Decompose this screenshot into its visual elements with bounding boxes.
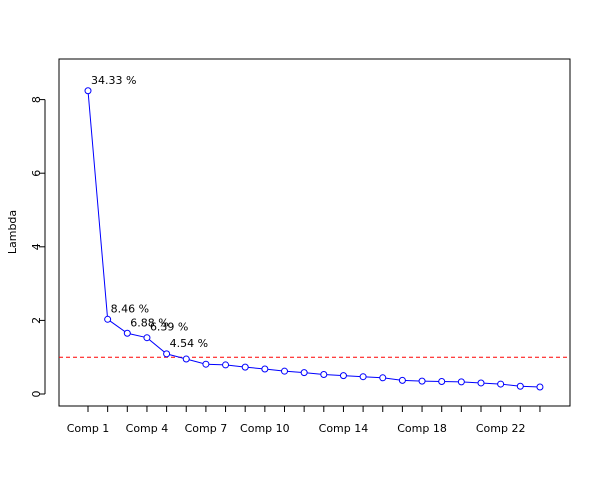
data-point — [438, 377, 446, 385]
series-line — [87, 90, 540, 388]
y-axis: 0 2 4 6 8 — [30, 96, 46, 398]
x-tick-label: Comp 4 — [126, 422, 169, 435]
data-point — [222, 361, 230, 369]
plot-frame — [58, 58, 571, 407]
y-tick-label: 6 — [30, 170, 43, 177]
data-points — [84, 87, 544, 391]
data-point — [182, 355, 190, 363]
x-tick-label: Comp 18 — [397, 422, 447, 435]
data-point — [202, 360, 210, 368]
data-point — [398, 376, 406, 384]
data-point — [536, 383, 544, 391]
percent-annotation: 4.54 % — [170, 337, 208, 350]
data-point — [84, 87, 92, 95]
data-point — [241, 363, 249, 371]
data-point — [457, 378, 465, 386]
y-tick-label: 2 — [30, 317, 43, 324]
x-tick-label: Comp 1 — [67, 422, 110, 435]
percent-annotation: 6.88 % — [130, 316, 168, 329]
data-point — [379, 374, 387, 382]
data-point — [261, 365, 269, 373]
data-point — [104, 315, 112, 323]
data-point — [300, 369, 308, 377]
data-point — [143, 334, 151, 342]
x-axis: Comp 1 Comp 4 Comp 7 Comp 10 Comp 14 Comp 18 C… — [67, 405, 541, 435]
data-point — [516, 382, 524, 390]
y-axis-title: Lambda — [6, 210, 19, 254]
percent-annotation: 34.33 % — [91, 74, 136, 87]
data-point — [477, 379, 485, 387]
y-tick-label: 8 — [30, 96, 43, 103]
data-point — [339, 372, 347, 380]
percent-annotation: 6.39 % — [150, 321, 188, 334]
percent-annotation: 8.46 % — [111, 302, 149, 315]
y-tick-label: 0 — [30, 391, 43, 398]
data-point — [123, 329, 131, 337]
x-tick-label: Comp 7 — [185, 422, 228, 435]
x-tick-label: Comp 22 — [476, 422, 526, 435]
data-point — [418, 377, 426, 385]
data-point — [359, 373, 367, 381]
x-tick-label: Comp 10 — [240, 422, 290, 435]
annotations: 34.33 % 8.46 %6.88 %6.39 % 4.54 % — [91, 74, 208, 350]
x-tick-label: Comp 14 — [319, 422, 369, 435]
data-point — [320, 370, 328, 378]
y-tick-label: 4 — [30, 243, 43, 250]
data-point — [281, 367, 288, 375]
data-point — [497, 380, 505, 388]
data-point — [163, 350, 171, 358]
